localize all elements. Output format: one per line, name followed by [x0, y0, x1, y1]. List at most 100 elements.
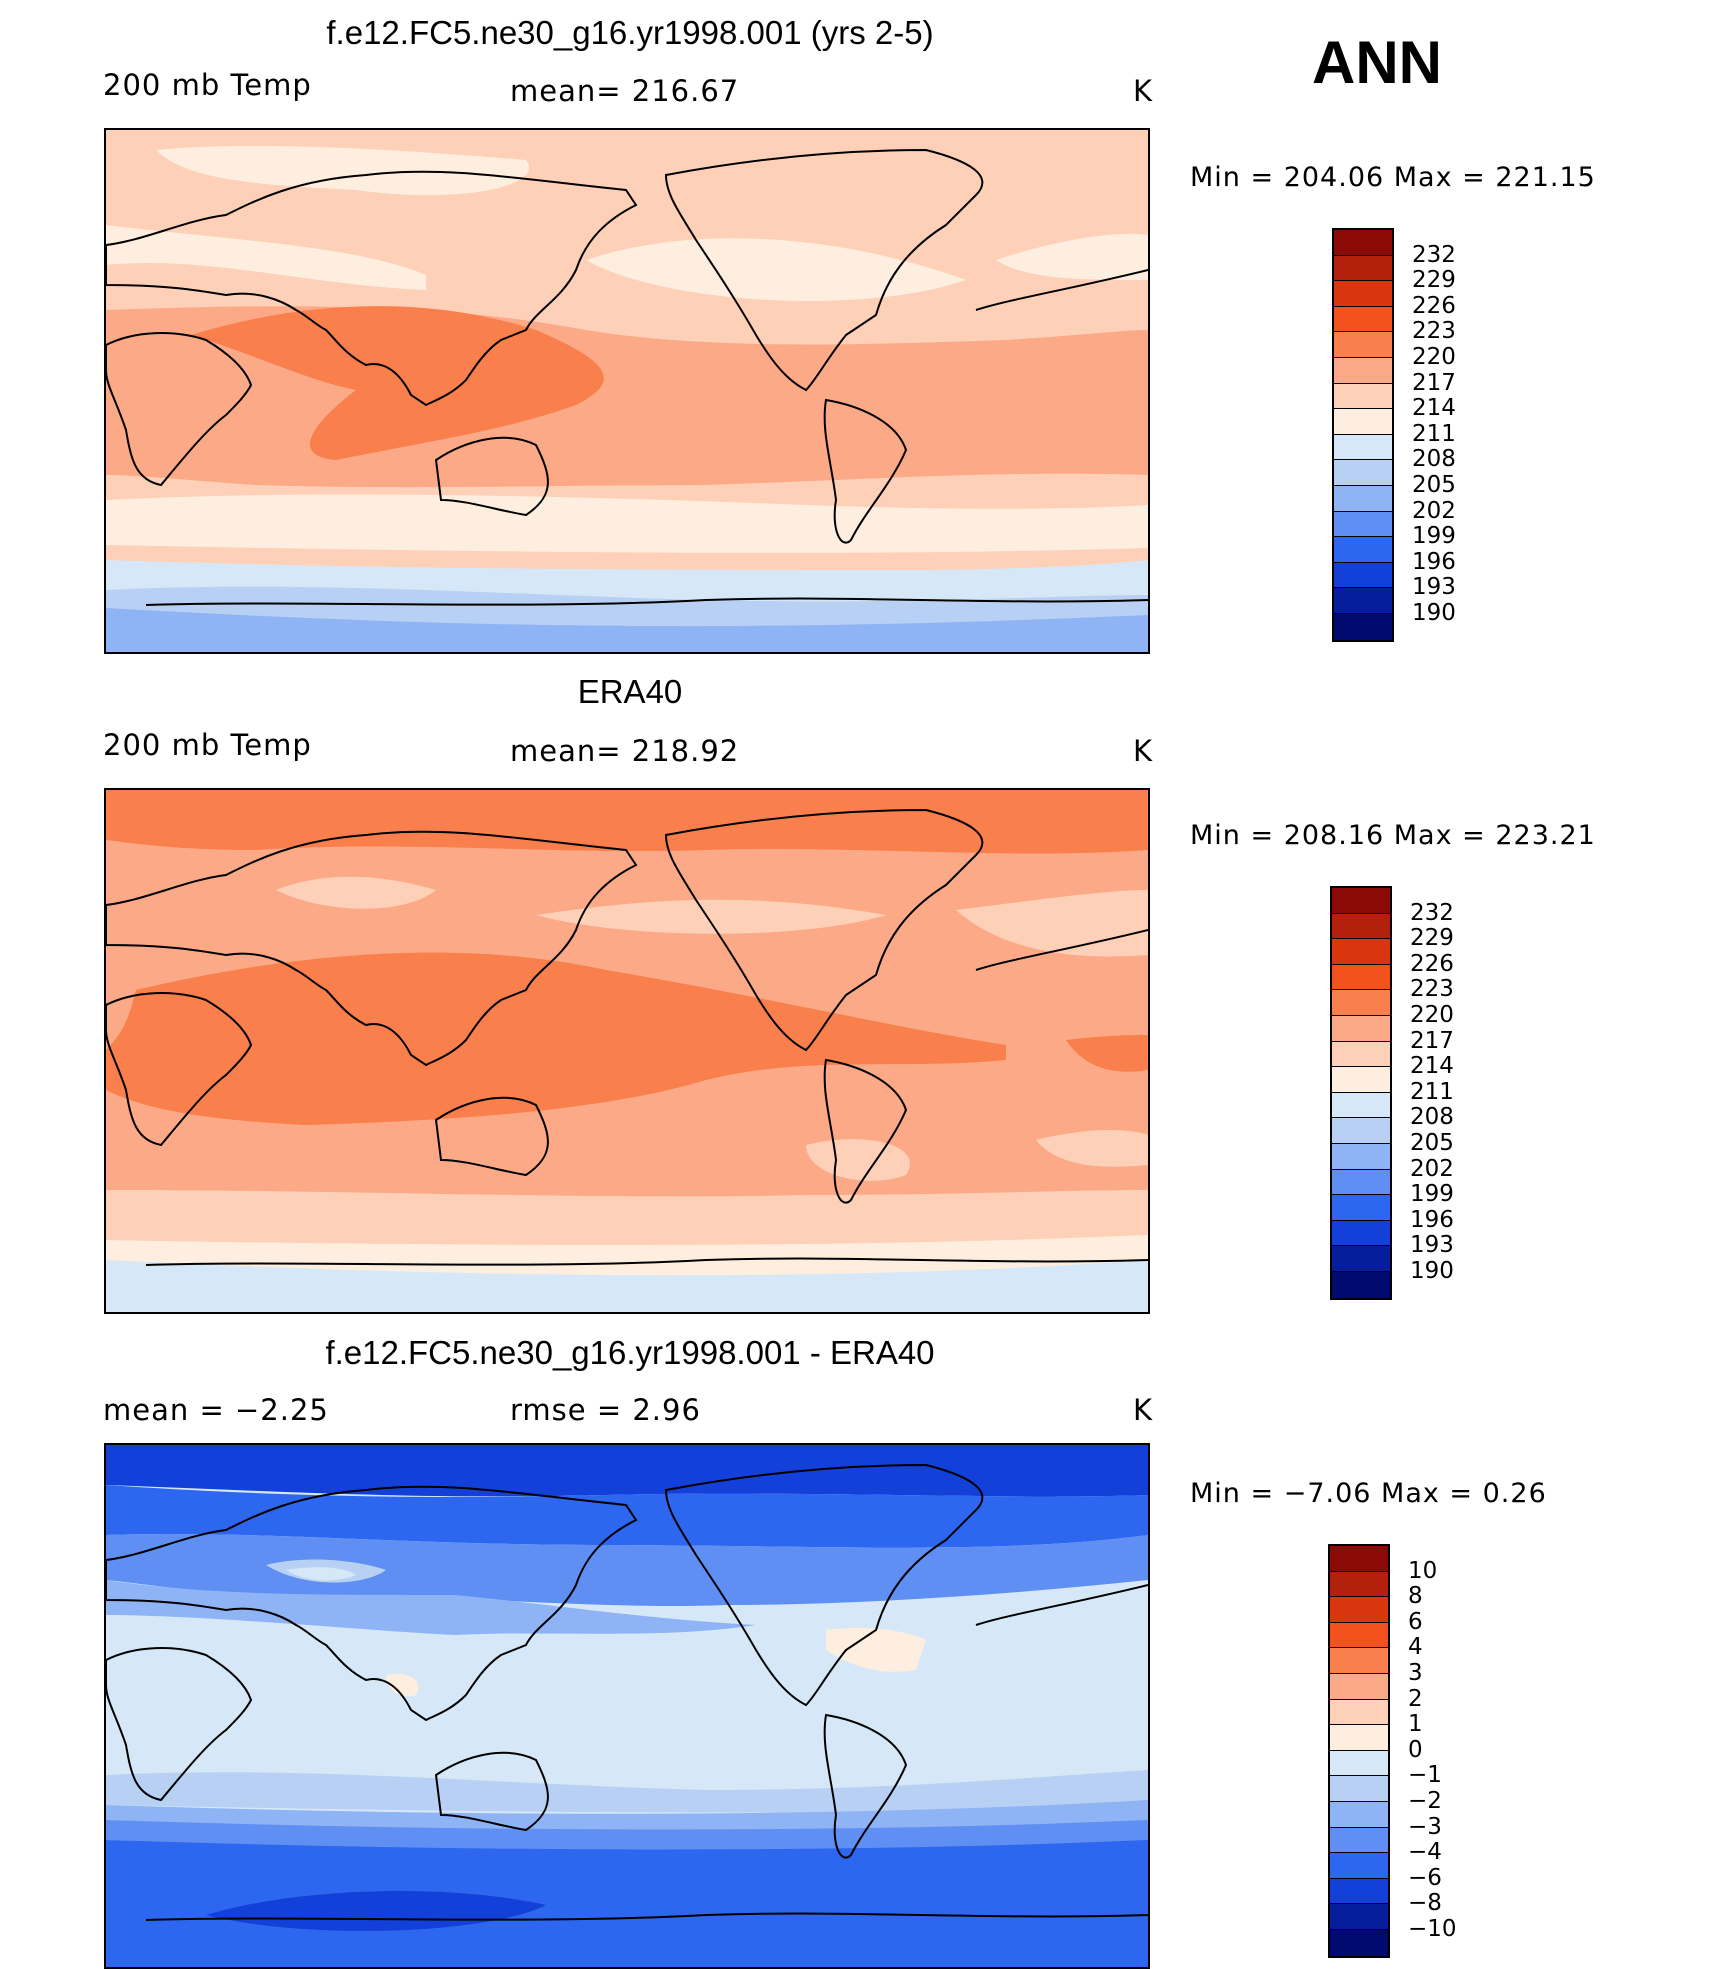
colorbar-tick-label: −10 — [1408, 1916, 1457, 1942]
colorbar-tick-label: 202 — [1410, 1155, 1454, 1182]
colorbar-swatch — [1330, 1699, 1388, 1726]
colorbar-swatch — [1332, 913, 1390, 940]
panel-1-map — [104, 128, 1150, 654]
colorbar-swatch — [1334, 255, 1392, 282]
panel-3-colorbar-boxes — [1330, 1546, 1388, 1956]
colorbar-swatch — [1334, 485, 1392, 512]
panel-2-minmax: Min = 208.16 Max = 223.21 — [1190, 820, 1596, 851]
panel-2-title: ERA40 — [577, 673, 683, 710]
colorbar-tick-label: 211 — [1412, 420, 1456, 447]
panel-2-contour-field — [106, 790, 1148, 1312]
colorbar-tick-label: 232 — [1410, 899, 1454, 926]
colorbar-tick-label: 2 — [1408, 1685, 1423, 1712]
panel-1-minmax: Min = 204.06 Max = 221.15 — [1190, 162, 1596, 193]
colorbar-swatch — [1334, 562, 1392, 589]
colorbar-swatch — [1330, 1827, 1388, 1854]
colorbar-swatch — [1332, 1246, 1390, 1272]
colorbar-swatch — [1332, 990, 1390, 1016]
panel-1-colorbar-boxes — [1334, 230, 1392, 640]
colorbar-tick-label: 196 — [1412, 548, 1456, 575]
colorbar-tick-label: 214 — [1410, 1053, 1454, 1080]
panel-2-units-label: K — [1133, 734, 1154, 768]
panel-1-coastlines — [106, 148, 1148, 606]
colorbar-swatch — [1330, 1673, 1388, 1700]
colorbar-tick-label: 226 — [1410, 950, 1454, 977]
colorbar-tick-label: 8 — [1408, 1583, 1423, 1610]
colorbar-swatch — [1334, 613, 1392, 640]
colorbar-swatch — [1330, 1597, 1388, 1623]
panel-3-units-label: K — [1133, 1393, 1154, 1427]
colorbar-tick-label: 232 — [1412, 241, 1456, 268]
colorbar-swatch — [1330, 1801, 1388, 1828]
colorbar-tick-label: 211 — [1410, 1078, 1454, 1105]
panel-3-mean-label: mean = −2.25 — [103, 1393, 329, 1427]
colorbar-tick-label: 193 — [1412, 574, 1456, 601]
season-label: ANN — [1312, 29, 1442, 96]
colorbar-swatch — [1332, 888, 1390, 914]
colorbar-tick-label: 6 — [1408, 1608, 1423, 1635]
panel-3-rmse-label: rmse = 2.96 — [510, 1393, 701, 1427]
colorbar-tick-label: 190 — [1410, 1258, 1454, 1284]
colorbar-tick-label: 223 — [1410, 976, 1454, 1003]
panel-2-coastlines — [106, 808, 1148, 1266]
colorbar-tick-label: −8 — [1408, 1890, 1442, 1917]
panel-2-map — [104, 788, 1150, 1314]
colorbar-tick-label: −2 — [1408, 1788, 1442, 1814]
panel-3-contour-field — [106, 1445, 1148, 1967]
colorbar-swatch — [1330, 1929, 1388, 1956]
colorbar-tick-label: 214 — [1412, 395, 1456, 422]
colorbar-tick-label: 205 — [1412, 472, 1456, 498]
colorbar-swatch — [1334, 281, 1392, 307]
colorbar-swatch — [1330, 1750, 1388, 1777]
colorbar-tick-label: 193 — [1410, 1232, 1454, 1259]
colorbar-tick-label: −3 — [1408, 1813, 1442, 1840]
colorbar-tick-label: 4 — [1408, 1634, 1423, 1661]
colorbar-tick-label: 220 — [1410, 1002, 1454, 1028]
colorbar-swatch — [1330, 1571, 1388, 1598]
panel-3-minmax: Min = −7.06 Max = 0.26 — [1190, 1478, 1547, 1509]
panel-2-mean-label: mean= 218.92 — [510, 734, 740, 768]
colorbar-swatch — [1332, 1195, 1390, 1221]
colorbar-tick-label: 226 — [1412, 292, 1456, 319]
colorbar-tick-label: 199 — [1410, 1181, 1454, 1208]
colorbar-swatch — [1334, 409, 1392, 435]
colorbar-swatch — [1334, 537, 1392, 563]
panel-3-map — [104, 1443, 1150, 1969]
colorbar-tick-label: 220 — [1412, 344, 1456, 370]
colorbar-swatch — [1332, 964, 1390, 991]
panel-2-colorbar-boxes — [1332, 888, 1390, 1298]
colorbar-swatch — [1330, 1648, 1388, 1674]
colorbar-swatch — [1332, 939, 1390, 965]
colorbar-tick-label: 208 — [1410, 1104, 1454, 1131]
colorbar-swatch — [1334, 511, 1392, 538]
colorbar-swatch — [1332, 1220, 1390, 1247]
colorbar-tick-label: −4 — [1408, 1839, 1442, 1866]
colorbar-swatch — [1332, 1169, 1390, 1196]
colorbar-swatch — [1332, 1041, 1390, 1068]
colorbar-tick-label: 3 — [1408, 1660, 1423, 1686]
colorbar-swatch — [1330, 1904, 1388, 1930]
panel-2-colorbar — [1330, 886, 1392, 1300]
colorbar-swatch — [1332, 1092, 1390, 1119]
colorbar-swatch — [1334, 383, 1392, 410]
colorbar-swatch — [1334, 460, 1392, 486]
panel-3-title: f.e12.FC5.ne30_g16.yr1998.001 - ERA40 — [325, 1334, 935, 1371]
colorbar-swatch — [1330, 1546, 1388, 1572]
panel-1-title: f.e12.FC5.ne30_g16.yr1998.001 (yrs 2-5) — [326, 14, 934, 51]
panel-3-coastlines — [106, 1463, 1148, 1921]
colorbar-swatch — [1330, 1776, 1388, 1802]
colorbar-tick-label: 190 — [1412, 600, 1456, 626]
colorbar-tick-label: −1 — [1408, 1762, 1442, 1789]
colorbar-tick-label: 199 — [1412, 523, 1456, 550]
colorbar-swatch — [1334, 306, 1392, 333]
colorbar-tick-label: 196 — [1410, 1206, 1454, 1233]
colorbar-swatch — [1332, 1271, 1390, 1298]
panel-1-colorbar — [1332, 228, 1394, 642]
colorbar-swatch — [1332, 1067, 1390, 1093]
panel-1-mean-label: mean= 216.67 — [510, 74, 740, 108]
panel-2-variable-label: 200 mb Temp — [103, 728, 312, 762]
colorbar-tick-label: 10 — [1408, 1557, 1438, 1584]
colorbar-tick-label: 205 — [1410, 1130, 1454, 1156]
colorbar-tick-label: 217 — [1410, 1027, 1454, 1054]
colorbar-tick-label: 229 — [1412, 267, 1456, 294]
